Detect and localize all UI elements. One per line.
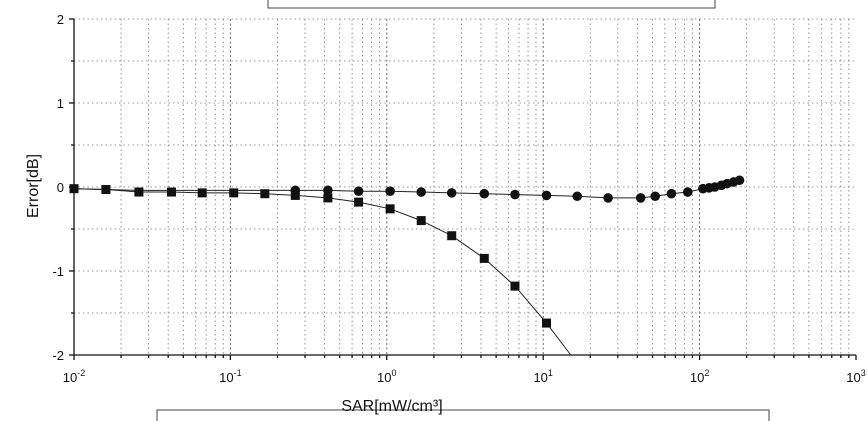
square-marker <box>229 188 238 197</box>
x-tick-label: 10-1 <box>219 368 241 385</box>
axes <box>69 19 856 360</box>
square-marker <box>386 204 395 213</box>
square-marker <box>354 198 363 207</box>
square-marker <box>70 184 79 193</box>
circle-marker <box>323 186 333 196</box>
square-marker <box>260 189 269 198</box>
y-tick-label: -1 <box>52 264 64 279</box>
square-marker <box>134 188 143 197</box>
circle-marker <box>667 189 677 199</box>
x-tick-label: 10-2 <box>63 368 85 385</box>
y-tick-label: 2 <box>57 12 64 27</box>
y-tick-labels: 2 1 0 -1 -2 <box>52 12 64 363</box>
circle-marker <box>291 186 301 196</box>
square-marker <box>101 185 110 194</box>
bottom-legend-box <box>157 410 769 421</box>
x-tick-label: 102 <box>690 368 709 385</box>
circle-marker <box>416 187 426 197</box>
square-marker <box>198 188 207 197</box>
square-marker <box>417 216 426 225</box>
circle-marker <box>479 189 489 199</box>
x-tick-label: 101 <box>533 368 552 385</box>
square-marker <box>510 282 519 291</box>
circle-marker <box>542 191 552 201</box>
circle-marker <box>510 190 520 200</box>
series-markers <box>70 175 745 327</box>
circle-marker <box>683 187 693 197</box>
circle-marker <box>650 191 660 201</box>
circle-marker <box>385 186 395 196</box>
x-tick-label: 103 <box>846 368 865 385</box>
y-tick-label: 0 <box>57 180 64 195</box>
top-legend-box <box>268 0 715 8</box>
y-tick-label: -2 <box>52 348 64 363</box>
circle-marker <box>636 193 646 203</box>
y-axis-title: Error[dB] <box>25 154 42 218</box>
series-lines <box>74 180 740 355</box>
circle-marker <box>735 175 745 185</box>
y-tick-label: 1 <box>57 96 64 111</box>
square-marker <box>447 231 456 240</box>
square-marker <box>167 188 176 197</box>
circle-marker <box>354 186 364 196</box>
x-axis-title: SAR[mW/cm³] <box>341 398 442 415</box>
square-marker <box>480 254 489 263</box>
x-tick-labels: 10-2 10-1 100 101 102 103 <box>63 368 866 385</box>
x-tick-label: 100 <box>377 368 396 385</box>
grid <box>74 19 856 355</box>
circle-marker <box>603 193 613 203</box>
square-marker <box>542 319 551 328</box>
circle-marker <box>572 191 582 201</box>
circle-marker <box>447 188 457 198</box>
